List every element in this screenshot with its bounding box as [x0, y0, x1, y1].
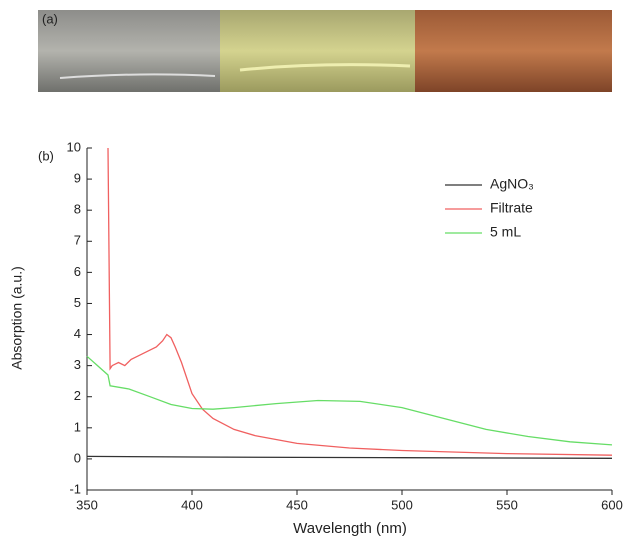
x-axis-title: Wavelength (nm) [293, 520, 407, 537]
x-tick-label: 350 [76, 497, 98, 512]
x-tick-label: 550 [496, 497, 518, 512]
meniscus [239, 63, 411, 72]
y-tick-label: 7 [74, 233, 81, 248]
legend-label: 5 mL [490, 224, 521, 240]
x-tick-label: 400 [181, 497, 203, 512]
legend-label: AgNO₃ [490, 176, 534, 192]
data-line [86, 355, 613, 446]
x-tick-label: 600 [601, 497, 623, 512]
y-axis-title: Absorption (a.u.) [9, 266, 25, 370]
meniscus [59, 73, 216, 79]
y-tick-label: -1 [69, 481, 81, 496]
y-tick-label: 9 [74, 171, 81, 186]
legend-label: Filtrate [490, 200, 533, 216]
x-tick-label: 500 [391, 497, 413, 512]
y-tick-label: 1 [74, 419, 81, 434]
beaker-filtrate [220, 10, 415, 92]
y-tick-label: 4 [74, 326, 81, 341]
y-tick-label: 0 [74, 450, 81, 465]
y-tick-label: 8 [74, 202, 81, 217]
y-tick-label: 10 [67, 139, 81, 154]
photo [38, 10, 612, 92]
panel-label: (a) [42, 11, 58, 26]
data-line [107, 147, 613, 456]
data-line [86, 455, 613, 459]
y-tick-label: 3 [74, 357, 81, 372]
beaker-agno3 [38, 10, 220, 92]
y-tick-label: 5 [74, 295, 81, 310]
panel-label: (b) [38, 148, 54, 163]
y-tick-label: 6 [74, 264, 81, 279]
y-tick-label: 2 [74, 388, 81, 403]
beaker-5ml [415, 10, 612, 92]
x-tick-label: 450 [286, 497, 308, 512]
